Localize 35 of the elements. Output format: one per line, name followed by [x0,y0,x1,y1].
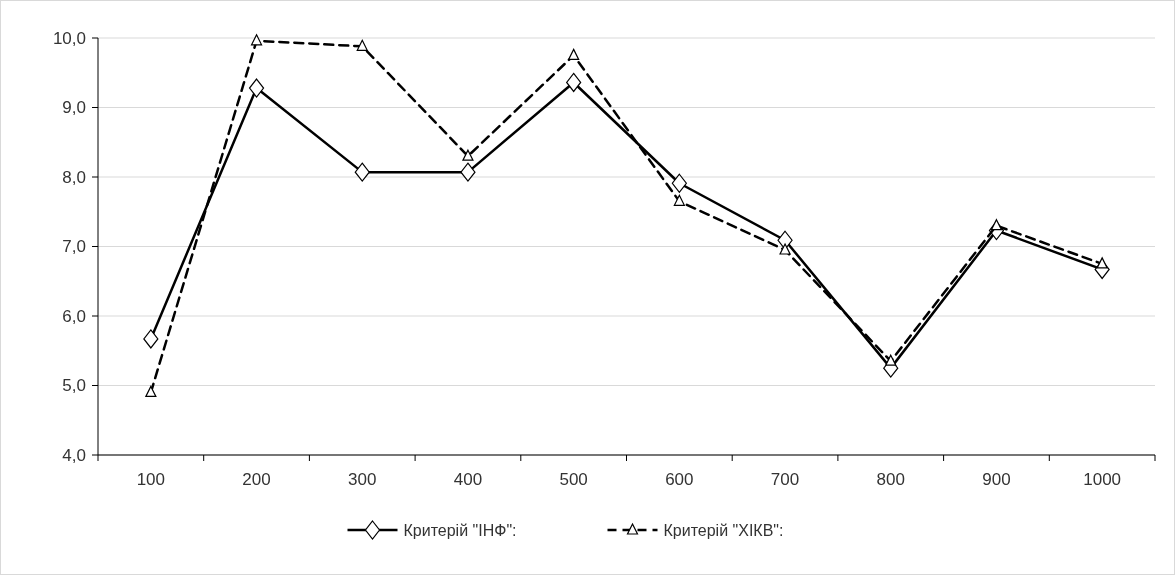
point [248,78,265,98]
point [568,48,580,60]
point [566,72,582,93]
point [777,230,793,250]
point [460,162,476,182]
y-tick-label: 10,0 [52,28,86,48]
point [885,354,897,366]
x-tick-label: 500 [559,470,588,489]
legend-label: Критерій "ІНФ": [403,521,517,539]
x-tick-label: 400 [453,470,483,489]
y-tick-label: 9,0 [62,98,86,118]
legend-label: Критерій "ХІКВ": [663,521,784,539]
point [354,162,370,182]
x-tick-label: 800 [876,470,905,489]
point [1096,257,1108,269]
x-tick-label: 300 [348,470,377,489]
y-tick-label: 7,0 [62,237,86,257]
point [462,149,474,161]
point [145,385,157,398]
x-tick-label: 900 [982,470,1011,489]
point [671,173,687,193]
x-tick-label: 600 [665,470,694,489]
x-tick-label: 200 [242,470,271,489]
x-tick-label: 1000 [1083,470,1122,489]
point [250,34,263,46]
x-tick-label: 100 [136,470,166,489]
x-tick-label: 700 [770,470,800,489]
point [673,194,685,206]
y-tick-label: 5,0 [62,376,86,396]
y-tick-label: 8,0 [62,167,86,187]
y-tick-label: 4,0 [62,445,86,465]
point [356,39,368,51]
y-tick-label: 6,0 [62,306,86,326]
point [779,243,791,255]
point [143,329,159,349]
